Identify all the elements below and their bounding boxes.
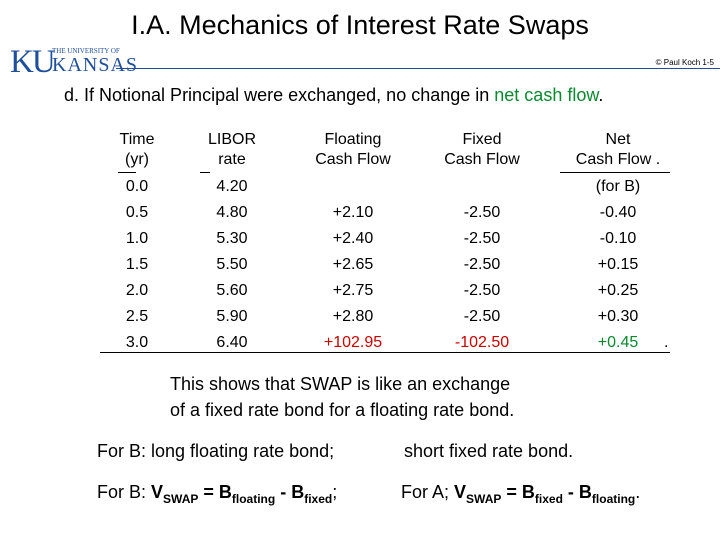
header-rule bbox=[116, 68, 720, 69]
explanation-line: This shows that SWAP is like an exchange bbox=[170, 374, 511, 394]
cell bbox=[432, 174, 532, 200]
row2-end: . bbox=[635, 482, 641, 502]
cell: 2.0 bbox=[125, 282, 149, 299]
col-header: Net bbox=[605, 131, 631, 148]
column-time: Time (yr) 0.0 0.5 1.0 1.5 2.0 2.5 3.0 bbox=[115, 130, 159, 356]
col-header: Fixed bbox=[462, 131, 502, 148]
column-fixed: Fixed Cash Flow -2.50 -2.50 -2.50 -2.50 … bbox=[432, 130, 532, 356]
b-subscript: floating bbox=[591, 492, 636, 506]
cell: 6.40 bbox=[216, 334, 248, 351]
header-underline bbox=[560, 172, 670, 173]
row1-left: For B: long floating rate bond; bbox=[97, 441, 335, 461]
column-floating: Floating Cash Flow +2.10 +2.40 +2.65 +2.… bbox=[303, 130, 403, 356]
v-subscript: SWAP bbox=[163, 492, 199, 506]
cell: +2.75 bbox=[332, 282, 374, 299]
cell: +0.25 bbox=[597, 282, 639, 299]
eq: = bbox=[501, 482, 522, 502]
column-net: Net Cash Flow . (for B) -0.40 -0.10 +0.1… bbox=[560, 130, 676, 356]
explanation: This shows that SWAP is like an exchange… bbox=[170, 371, 514, 423]
cell-highlight: +102.95 bbox=[323, 334, 383, 351]
logo-small-text: THE UNIVERSITY OF bbox=[52, 47, 120, 55]
col-header: Time bbox=[119, 131, 155, 148]
cell: 5.30 bbox=[216, 230, 248, 247]
cell-highlight: +0.45 bbox=[597, 334, 639, 351]
heading: d. If Notional Principal were exchanged,… bbox=[64, 85, 603, 106]
col-header: Cash Flow . bbox=[575, 151, 661, 168]
cell: 1.5 bbox=[125, 256, 149, 273]
cell: +0.30 bbox=[597, 308, 639, 325]
cell: +2.10 bbox=[332, 204, 374, 221]
row2-prefix: For B: bbox=[97, 482, 152, 502]
minus: - bbox=[562, 482, 579, 502]
v-symbol: V bbox=[454, 482, 467, 502]
row2-prefix: For A; bbox=[401, 482, 455, 502]
cell: 5.90 bbox=[216, 308, 248, 325]
heading-prefix: d. If Notional Principal were exchanged,… bbox=[64, 85, 495, 105]
slide-title: I.A. Mechanics of Interest Rate Swaps bbox=[131, 10, 589, 40]
cell: -2.50 bbox=[463, 230, 501, 247]
minus: - bbox=[275, 482, 292, 502]
cell: +2.80 bbox=[332, 308, 374, 325]
heading-highlight: net cash flow bbox=[494, 85, 599, 105]
logo-kansas: KANSAS bbox=[52, 54, 139, 76]
heading-suffix: . bbox=[598, 85, 604, 105]
cell: 4.20 bbox=[216, 178, 248, 195]
cell-highlight: -102.50 bbox=[454, 334, 510, 351]
cell: +2.65 bbox=[332, 256, 374, 273]
col-header: (yr) bbox=[125, 151, 149, 168]
cell: 5.50 bbox=[216, 256, 248, 273]
cell: +2.40 bbox=[332, 230, 374, 247]
b-symbol: B bbox=[218, 482, 232, 502]
b-symbol: B bbox=[291, 482, 305, 502]
row2-right: For A; VSWAP = Bfixed - Bfloating. bbox=[401, 482, 640, 506]
header-underline bbox=[200, 172, 210, 173]
cell: -2.50 bbox=[463, 282, 501, 299]
cell: -0.40 bbox=[599, 204, 637, 221]
b-subscript: floating bbox=[231, 492, 276, 506]
cell: -2.50 bbox=[463, 308, 501, 325]
header-underline bbox=[118, 172, 136, 173]
cell: -0.10 bbox=[599, 230, 637, 247]
col-header: Floating bbox=[324, 131, 382, 148]
cell: 1.0 bbox=[125, 230, 149, 247]
cell: 0.5 bbox=[125, 204, 149, 221]
b-symbol: B bbox=[521, 482, 535, 502]
col-header: Cash Flow bbox=[315, 151, 391, 168]
b-symbol: B bbox=[578, 482, 592, 502]
cell: 5.60 bbox=[216, 282, 248, 299]
table-bottom-rule bbox=[100, 352, 670, 353]
cell: 3.0 bbox=[125, 334, 149, 351]
cell: +0.15 bbox=[597, 256, 639, 273]
cell: (for B) bbox=[595, 178, 641, 195]
cell: -2.50 bbox=[463, 256, 501, 273]
logo-ku: KU bbox=[10, 44, 56, 80]
trailing-dot: . bbox=[664, 334, 669, 351]
cell: 0.0 bbox=[125, 178, 149, 195]
b-subscript: fixed bbox=[304, 492, 333, 506]
col-header: LIBOR bbox=[207, 131, 256, 148]
cell: 2.5 bbox=[125, 308, 149, 325]
v-subscript: SWAP bbox=[466, 492, 502, 506]
b-subscript: fixed bbox=[534, 492, 563, 506]
row1-right: short fixed rate bond. bbox=[404, 441, 574, 461]
explanation-line: of a fixed rate bond for a floating rate… bbox=[170, 400, 515, 420]
eq: = bbox=[198, 482, 219, 502]
cell: -2.50 bbox=[463, 204, 501, 221]
row2-end: ; bbox=[332, 482, 338, 502]
v-symbol: V bbox=[151, 482, 164, 502]
cell: 4.80 bbox=[216, 204, 248, 221]
cell bbox=[303, 174, 403, 200]
col-header: rate bbox=[218, 151, 246, 168]
row2-left: For B: VSWAP = Bfloating - Bfixed; bbox=[97, 482, 337, 506]
copyright: © Paul Koch 1-5 bbox=[655, 58, 714, 67]
column-libor: LIBOR rate 4.20 4.80 5.30 5.50 5.60 5.90… bbox=[202, 130, 262, 356]
col-header: Cash Flow bbox=[444, 151, 520, 168]
